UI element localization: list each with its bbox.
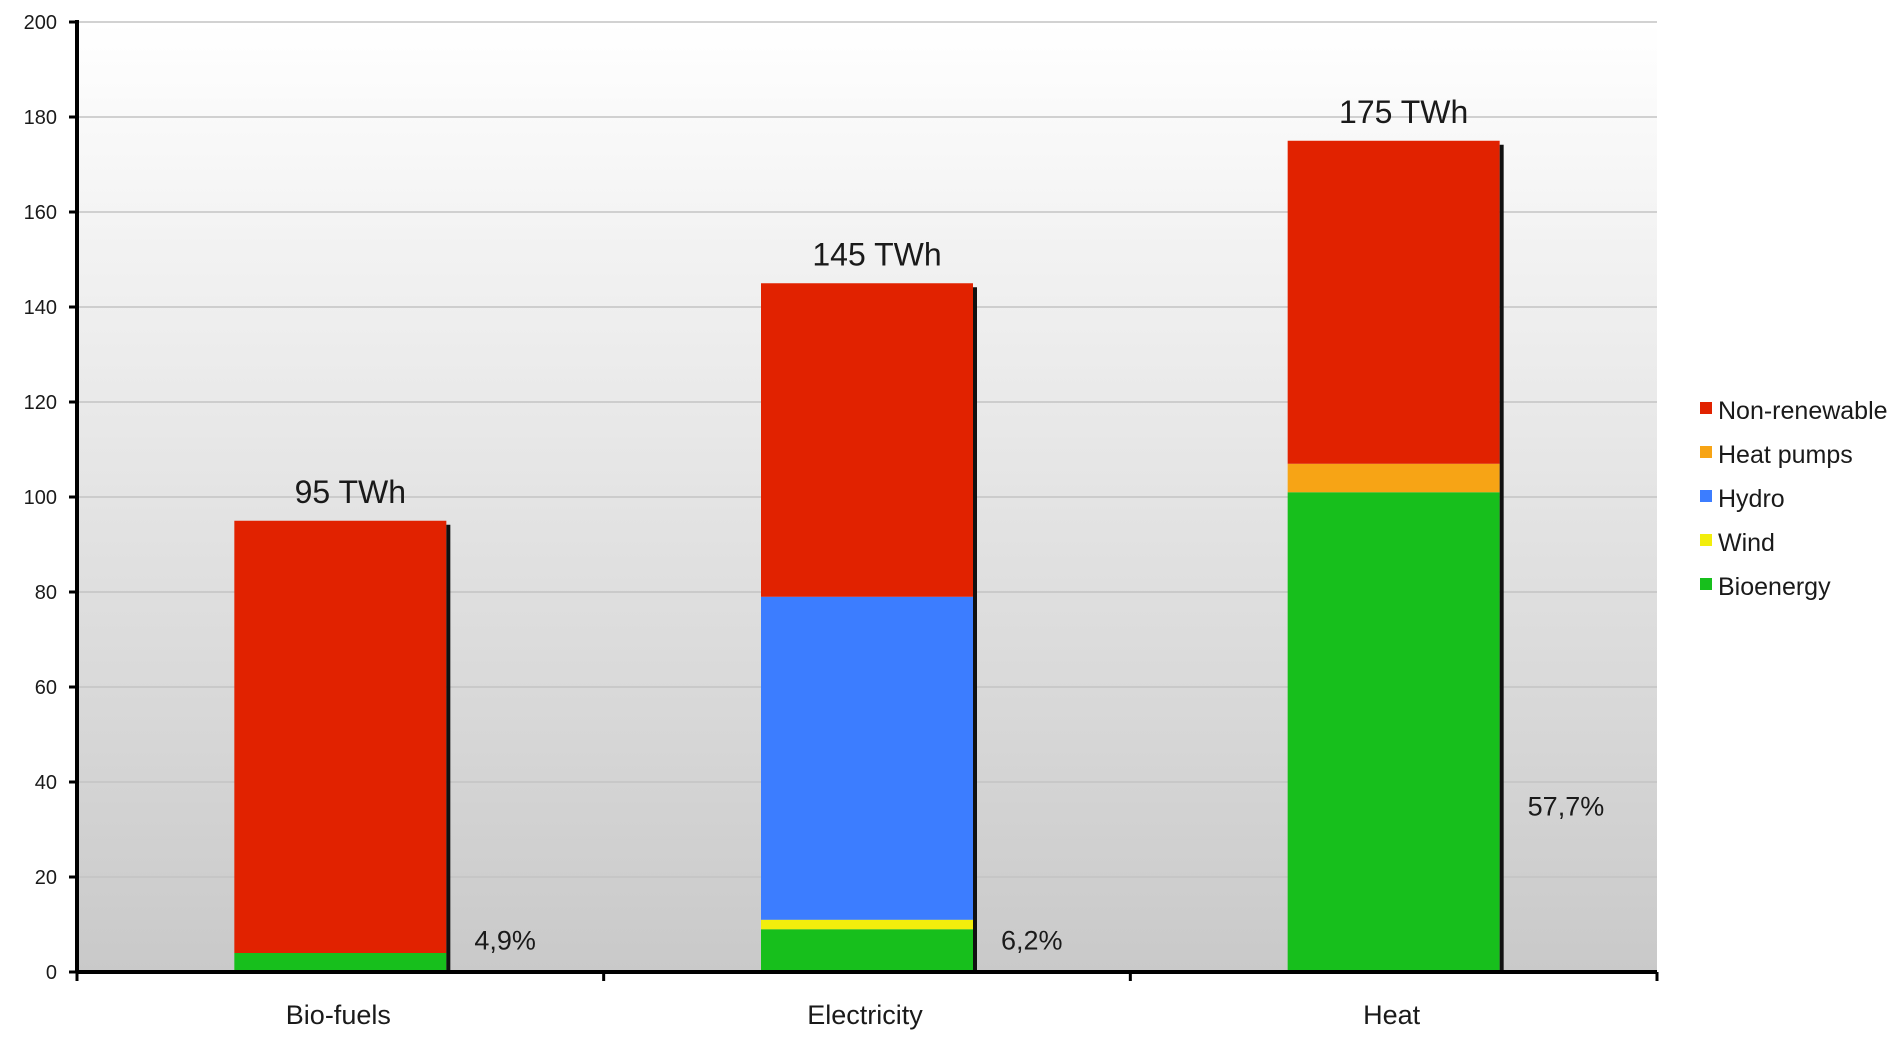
legend-label: Hydro [1718, 485, 1785, 513]
bar-segment-wind [761, 919, 973, 930]
plot-area: 0 20 40 60 80 100 120 140 160 180 200 95 TWh 4,9% Bio… [24, 12, 1888, 1030]
legend-swatch [1700, 402, 1712, 414]
y-tick-label: 140 [24, 297, 57, 319]
x-category-label: Electricity [807, 1000, 923, 1030]
bar-segment-bioenergy [761, 929, 973, 972]
y-tick-label: 40 [35, 772, 57, 794]
legend-swatch [1700, 534, 1712, 546]
y-tick-label: 80 [35, 582, 57, 604]
x-category-label: Heat [1363, 1000, 1421, 1030]
legend-label: Bioenergy [1718, 573, 1831, 601]
y-tick-label: 120 [24, 392, 57, 414]
bar-segment-heat-pumps [1287, 463, 1500, 493]
y-tick-label: 200 [24, 12, 57, 34]
legend-label: Non-renewable [1718, 397, 1888, 425]
bar-segment-bioenergy [234, 953, 447, 972]
renewable-share-label: 57,7% [1528, 791, 1605, 821]
bar-segment-non-renewable [761, 283, 973, 597]
bar-segment-bioenergy [1287, 492, 1500, 972]
legend-label: Heat pumps [1718, 441, 1853, 469]
renewable-share-label: 6,2% [1001, 926, 1063, 956]
y-tick-label: 160 [24, 202, 57, 224]
y-tick-label: 20 [35, 867, 57, 889]
bar-total-label: 175 TWh [1339, 94, 1468, 130]
y-tick-label: 0 [46, 962, 57, 984]
y-tick-label: 60 [35, 677, 57, 699]
x-category-label: Bio-fuels [286, 1000, 391, 1030]
renewable-share-label: 4,9% [474, 926, 536, 956]
legend-swatch [1700, 490, 1712, 502]
y-tick-label: 180 [24, 107, 57, 129]
bar-total-label: 145 TWh [812, 236, 941, 272]
legend-swatch [1700, 578, 1712, 590]
bar-segment-hydro [761, 596, 973, 920]
y-tick-label: 100 [24, 487, 57, 509]
bar-total-label: 95 TWh [295, 474, 406, 510]
legend-swatch [1700, 446, 1712, 458]
bar-segment-non-renewable [1287, 140, 1500, 464]
bar-segment-non-renewable [234, 520, 447, 953]
legend-label: Wind [1718, 529, 1775, 557]
